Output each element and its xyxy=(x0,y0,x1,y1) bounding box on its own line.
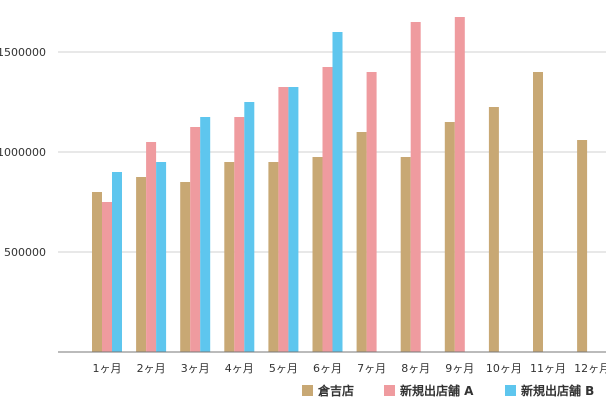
x-tick-label: 10ヶ月 xyxy=(486,362,522,375)
x-tick-label: 5ヶ月 xyxy=(269,362,298,375)
bar-series-1-1 xyxy=(92,192,102,352)
bar-series-1-6 xyxy=(312,157,323,352)
legend-swatch xyxy=(302,385,313,396)
legend-label: 新規出店舗 A xyxy=(400,383,474,398)
bar-series-3-2 xyxy=(156,162,167,352)
bar-series-1-9 xyxy=(444,122,455,352)
x-tick-label: 1ヶ月 xyxy=(93,362,122,375)
x-tick-label: 4ヶ月 xyxy=(225,362,254,375)
bar-series-2-4 xyxy=(234,117,245,352)
bar-series-2-8 xyxy=(410,22,421,352)
bar-series-1-3 xyxy=(180,182,191,352)
x-tick-label: 6ヶ月 xyxy=(313,362,342,375)
bar-series-1-7 xyxy=(356,132,367,352)
x-tick-label: 11ヶ月 xyxy=(530,362,566,375)
legend-swatch xyxy=(505,385,516,396)
bar-series-3-1 xyxy=(112,172,122,352)
bar-series-1-2 xyxy=(136,177,147,352)
bar-series-3-4 xyxy=(244,102,255,352)
legend-swatch xyxy=(384,385,395,396)
x-tick-label: 7ヶ月 xyxy=(357,362,386,375)
x-tick-label: 2ヶ月 xyxy=(137,362,166,375)
bar-series-1-5 xyxy=(268,162,279,352)
bar-series-1-12 xyxy=(577,140,588,352)
bar-series-2-9 xyxy=(454,17,465,352)
bar-series-1-11 xyxy=(533,72,543,352)
x-tick-label: 12ヶ月 xyxy=(574,362,606,375)
bar-series-2-7 xyxy=(366,72,377,352)
x-tick-label: 3ヶ月 xyxy=(181,362,210,375)
legend: 倉吉店 新規出店舗 A 新規出店舗 B xyxy=(302,383,594,398)
bar-series-3-6 xyxy=(332,32,343,352)
x-tick-label: 8ヶ月 xyxy=(401,362,430,375)
legend-label: 倉吉店 xyxy=(317,383,354,398)
bar-series-2-3 xyxy=(190,127,201,352)
bar-series-1-8 xyxy=(400,157,411,352)
bar-series-2-2 xyxy=(146,142,157,352)
bars xyxy=(92,17,588,352)
bar-series-2-1 xyxy=(102,202,112,352)
y-tick-label: 1000000 xyxy=(0,146,46,159)
bar-series-1-10 xyxy=(488,107,499,352)
bar-series-2-5 xyxy=(278,87,289,352)
legend-label: 新規出店舗 B xyxy=(521,383,594,398)
x-tick-label: 9ヶ月 xyxy=(445,362,474,375)
y-tick-label: 1500000 xyxy=(0,46,46,59)
y-axis-ticks: 500000 1000000 1500000 xyxy=(0,46,46,259)
y-tick-label: 500000 xyxy=(4,246,46,259)
x-axis-ticks: 1ヶ月 2ヶ月 3ヶ月 4ヶ月 5ヶ月 6ヶ月 7ヶ月 8ヶ月 9ヶ月 10ヶ月 11ヶ月 12ヶ月 xyxy=(93,362,606,375)
bar-series-2-6 xyxy=(322,67,333,352)
bar-series-1-4 xyxy=(224,162,235,352)
bar-series-3-5 xyxy=(288,87,299,352)
bar-series-3-3 xyxy=(200,117,211,352)
